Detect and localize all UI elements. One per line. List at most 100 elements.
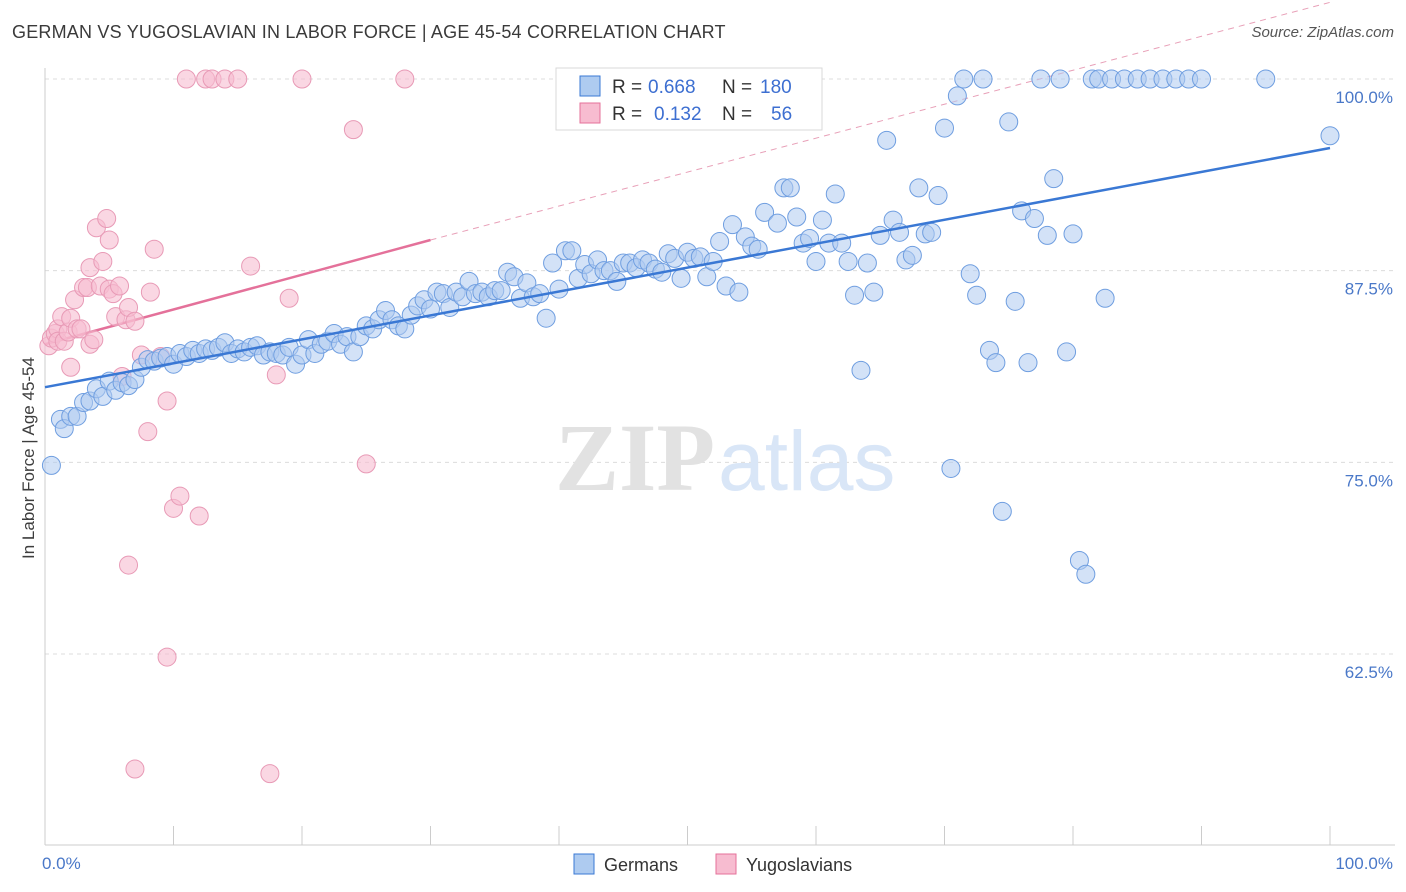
legend-germans-n-label: N =: [722, 77, 752, 98]
point-germans-112: [767, 213, 787, 233]
point-germans-134: [909, 178, 929, 198]
point-yugoslavians-21: [97, 209, 117, 229]
point-yugoslavians-43: [189, 506, 209, 526]
point-germans-138: [935, 118, 954, 138]
legend-box: R = 0.668 N = 180 R = 0.132 N = 56: [555, 67, 823, 131]
point-germans-151: [1018, 353, 1038, 373]
point-germans-160: [1076, 564, 1096, 584]
point-germans-157: [1057, 342, 1077, 362]
point-yugoslavians-26: [110, 276, 130, 296]
point-germans-70: [491, 281, 511, 301]
y-tick-labels: 62.5% 75.0% 87.5% 100.0%: [1335, 88, 1393, 682]
point-germans-154: [1037, 225, 1057, 245]
point-yugoslavians-35: [140, 282, 160, 302]
point-yugoslavians-9: [61, 357, 81, 377]
point-germans-129: [877, 130, 897, 150]
point-germans-98: [671, 268, 691, 288]
point-germans-152: [1024, 209, 1044, 229]
point-germans-126: [857, 253, 877, 273]
watermark-atlas: atlas: [718, 414, 895, 508]
grid-lines: [45, 78, 1395, 655]
point-germans-127: [864, 282, 884, 302]
point-yugoslavians-51: [279, 288, 299, 308]
series-germans: [41, 69, 1340, 584]
y-tick-label-1: 75.0%: [1345, 471, 1393, 490]
point-germans-137: [928, 186, 948, 206]
point-yugoslavians-23: [99, 230, 119, 250]
point-yugoslavians-50: [266, 365, 286, 385]
bottom-legend: Germans Yugoslavians: [573, 853, 852, 875]
trendline-yugoslavians-solid: [44, 238, 431, 346]
y-tick-label-3: 100.0%: [1335, 88, 1393, 107]
point-germans-142: [960, 264, 980, 284]
point-germans-141: [954, 69, 974, 89]
point-yugoslavians-42: [176, 69, 196, 89]
x-tick-label-min: 0.0%: [42, 854, 81, 873]
y-tick-label-0: 62.5%: [1345, 663, 1393, 682]
axes: [44, 68, 1395, 846]
y-axis-label: In Labor Force | Age 45-54: [19, 357, 38, 559]
point-germans-158: [1063, 224, 1083, 244]
legend-germans-n-value: 180: [760, 77, 792, 98]
point-yugoslavians-36: [144, 239, 164, 259]
legend-germans-r-value: 0.668: [648, 77, 696, 98]
series-yugoslavians: [39, 69, 415, 784]
point-yugoslavians-54: [356, 454, 376, 474]
legend-yugoslavians-n-label: N =: [722, 104, 752, 125]
point-germans-147: [992, 501, 1012, 521]
y-tick-label-2: 87.5%: [1345, 280, 1393, 299]
point-yugoslavians-12: [71, 319, 91, 339]
point-yugoslavians-39: [157, 647, 177, 667]
watermark-zip: ZIP: [555, 404, 715, 511]
point-germans-106: [722, 215, 742, 235]
bottom-legend-yugoslavians: Yugoslavians: [746, 855, 852, 875]
point-yugoslavians-34: [138, 422, 158, 442]
legend-yugoslavians-r-label: R =: [612, 104, 642, 125]
point-germans-0: [41, 455, 61, 475]
point-germans-114: [780, 178, 800, 198]
chart-title: GERMAN VS YUGOSLAVIAN IN LABOR FORCE | A…: [12, 22, 726, 42]
point-germans-173: [1320, 126, 1340, 146]
bottom-legend-swatch-yugoslavians: [715, 853, 737, 875]
point-germans-156: [1050, 69, 1070, 89]
point-germans-119: [812, 210, 832, 230]
point-yugoslavians-47: [228, 69, 248, 89]
point-germans-107: [729, 282, 749, 302]
point-yugoslavians-32: [125, 759, 145, 779]
point-germans-121: [825, 184, 845, 204]
point-germans-77: [536, 308, 556, 328]
point-germans-81: [562, 241, 582, 261]
point-germans-148: [999, 112, 1019, 132]
point-germans-111: [755, 202, 775, 222]
trendline-yugoslavians-extension: [430, 1, 1331, 241]
bottom-legend-germans: Germans: [604, 855, 678, 875]
point-yugoslavians-41: [170, 486, 190, 506]
trendline-yugoslavians: [44, 1, 1331, 346]
point-yugoslavians-38: [157, 391, 177, 411]
point-germans-125: [851, 360, 871, 380]
source-label: Source: ZipAtlas.com: [1251, 24, 1394, 41]
point-yugoslavians-20: [93, 251, 113, 271]
point-yugoslavians-55: [395, 69, 415, 89]
legend-yugoslavians-r-value: 0.132: [654, 104, 702, 125]
point-germans-136: [922, 222, 942, 242]
legend-germans-r-label: R =: [612, 77, 642, 98]
point-germans-115: [787, 207, 807, 227]
point-germans-133: [902, 245, 922, 265]
trendline-germans-solid: [44, 146, 1331, 389]
point-yugoslavians-49: [260, 764, 280, 784]
x-tick-label-max: 100.0%: [1335, 854, 1393, 873]
trendline-germans: [44, 146, 1331, 389]
point-yugoslavians-52: [292, 69, 312, 89]
point-germans-146: [986, 353, 1006, 373]
point-germans-139: [941, 458, 961, 478]
point-germans-104: [710, 232, 730, 252]
point-germans-149: [1005, 291, 1025, 311]
point-germans-118: [806, 251, 826, 271]
point-yugoslavians-48: [241, 256, 261, 276]
point-germans-172: [1256, 69, 1276, 89]
point-germans-123: [838, 251, 858, 271]
point-germans-128: [870, 225, 890, 245]
bottom-legend-swatch-germans: [573, 853, 595, 875]
point-germans-78: [543, 253, 563, 273]
